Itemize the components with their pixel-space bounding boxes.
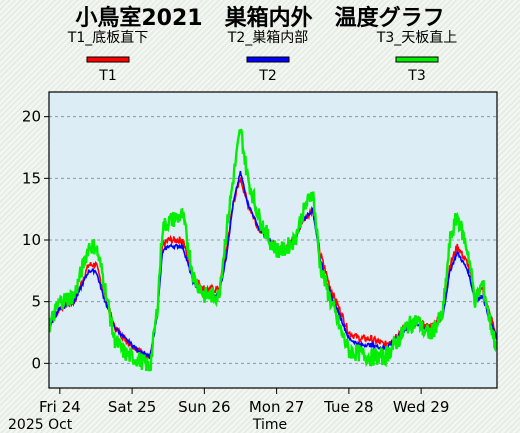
- y-axis: 0 5 10 15 20: [22, 108, 49, 372]
- legend-name-T3: T3_天板直上: [376, 29, 457, 46]
- y-tick-label-15: 15: [22, 169, 41, 187]
- legend-name-T2: T2_巣箱内部: [227, 30, 308, 46]
- x-axis: Fri 24 Sat 25 Sun 26 Mon 27 Tue 28 Wed 29: [39, 388, 449, 416]
- chart-title: 小鳥室2021 巣箱内外 温度グラフ: [75, 5, 444, 31]
- y-tick-label-5: 5: [31, 293, 41, 311]
- plot-area: [48, 91, 498, 389]
- legend-swatch-T3: [395, 56, 439, 63]
- x-tick-label-2: Sun 26: [178, 398, 230, 416]
- legend-swatch-T1: [86, 56, 130, 63]
- legend-label-T2: T2: [258, 68, 276, 84]
- legend-name-T1: T1_底板直下: [67, 29, 148, 46]
- x-tick-label-4: Tue 28: [323, 398, 373, 416]
- x-tick-label-5: Wed 29: [393, 398, 450, 416]
- legend-swatch-T2: [246, 56, 290, 63]
- x-axis-title: Time: [252, 417, 287, 433]
- x-tick-label-1: Sat 25: [108, 398, 156, 416]
- x-tick-label-3: Mon 27: [249, 398, 304, 416]
- y-tick-label-10: 10: [22, 231, 41, 249]
- series-line-T3: [49, 128, 497, 372]
- x-start-label: 2025 Oct: [8, 417, 73, 433]
- y-tick-label-20: 20: [22, 108, 41, 126]
- x-tick-label-0: Fri 24: [39, 398, 81, 416]
- legend-label-T1: T1: [98, 68, 116, 84]
- legend-label-T3: T3: [407, 68, 425, 84]
- y-tick-label-0: 0: [31, 354, 41, 372]
- legend: T1_底板直下 T1 T2_巣箱内部 T2 T3_天板直上 T3: [67, 29, 457, 84]
